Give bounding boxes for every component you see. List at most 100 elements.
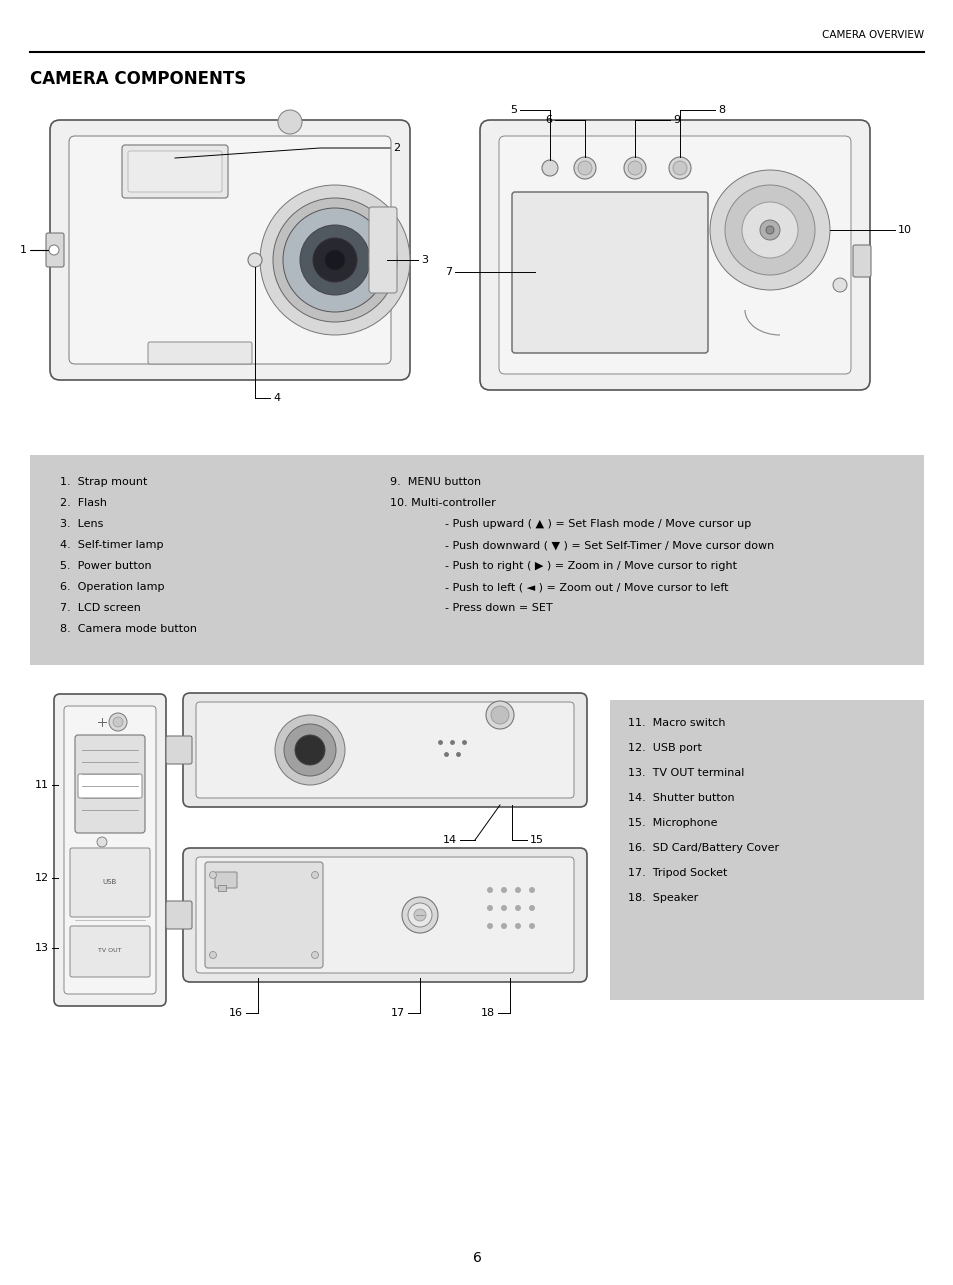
Circle shape <box>210 951 216 959</box>
FancyBboxPatch shape <box>148 342 252 364</box>
FancyBboxPatch shape <box>183 848 586 982</box>
Text: 3.  Lens: 3. Lens <box>60 519 103 529</box>
Circle shape <box>49 245 59 254</box>
Text: 8: 8 <box>718 105 724 114</box>
FancyBboxPatch shape <box>479 120 869 391</box>
FancyBboxPatch shape <box>218 885 226 891</box>
Circle shape <box>515 923 520 929</box>
Circle shape <box>529 887 535 893</box>
Text: 14.  Shutter button: 14. Shutter button <box>627 793 734 803</box>
Circle shape <box>627 161 641 175</box>
Circle shape <box>491 705 509 723</box>
Circle shape <box>299 225 370 296</box>
Text: 11.  Macro switch: 11. Macro switch <box>627 718 724 729</box>
Circle shape <box>485 702 514 729</box>
Circle shape <box>724 185 814 275</box>
Circle shape <box>274 714 345 785</box>
Circle shape <box>277 111 302 134</box>
Circle shape <box>401 897 437 933</box>
Circle shape <box>500 887 506 893</box>
Text: USB: USB <box>103 879 117 885</box>
FancyBboxPatch shape <box>498 136 850 374</box>
Text: 2.  Flash: 2. Flash <box>60 499 107 508</box>
Text: 5: 5 <box>510 105 517 114</box>
Circle shape <box>668 157 690 179</box>
Text: 17.  Tripod Socket: 17. Tripod Socket <box>627 867 726 878</box>
Circle shape <box>112 717 123 727</box>
Circle shape <box>760 220 780 240</box>
Text: 9.  MENU button: 9. MENU button <box>390 477 480 487</box>
Text: - Push upward ( ▲ ) = Set Flash mode / Move cursor up: - Push upward ( ▲ ) = Set Flash mode / M… <box>444 519 750 529</box>
FancyBboxPatch shape <box>64 705 156 995</box>
Text: 4.  Self-timer lamp: 4. Self-timer lamp <box>60 540 163 550</box>
Circle shape <box>260 185 410 335</box>
FancyBboxPatch shape <box>50 120 410 380</box>
Circle shape <box>97 837 107 847</box>
Circle shape <box>515 905 520 911</box>
Text: 13.  TV OUT terminal: 13. TV OUT terminal <box>627 768 743 777</box>
FancyBboxPatch shape <box>166 736 192 765</box>
Text: 6.  Operation lamp: 6. Operation lamp <box>60 582 164 592</box>
Circle shape <box>486 923 493 929</box>
FancyBboxPatch shape <box>166 901 192 929</box>
Text: 1: 1 <box>20 245 27 254</box>
Text: 12.  USB port: 12. USB port <box>627 743 701 753</box>
FancyBboxPatch shape <box>122 145 228 198</box>
Circle shape <box>832 278 846 292</box>
Text: 1.  Strap mount: 1. Strap mount <box>60 477 147 487</box>
Circle shape <box>312 871 318 879</box>
Text: - Press down = SET: - Press down = SET <box>444 603 552 613</box>
Text: 15.  Microphone: 15. Microphone <box>627 819 717 828</box>
Circle shape <box>765 226 773 234</box>
Text: 15: 15 <box>530 835 543 846</box>
Text: - Push to left ( ◄ ) = Zoom out / Move cursor to left: - Push to left ( ◄ ) = Zoom out / Move c… <box>444 582 728 592</box>
Text: 5.  Power button: 5. Power button <box>60 562 152 571</box>
FancyBboxPatch shape <box>46 233 64 267</box>
Circle shape <box>414 908 426 921</box>
Text: 10. Multi-controller: 10. Multi-controller <box>390 499 496 508</box>
Text: 17: 17 <box>391 1007 405 1018</box>
Circle shape <box>741 202 797 258</box>
Text: TV OUT: TV OUT <box>98 948 122 953</box>
Circle shape <box>248 253 262 267</box>
Text: 3: 3 <box>420 254 428 265</box>
Text: 18: 18 <box>480 1007 495 1018</box>
FancyBboxPatch shape <box>75 735 145 833</box>
Text: 11: 11 <box>35 780 49 790</box>
Text: 6: 6 <box>472 1252 481 1264</box>
Circle shape <box>312 951 318 959</box>
Circle shape <box>294 735 325 765</box>
Circle shape <box>529 905 535 911</box>
Text: 4: 4 <box>273 393 280 403</box>
Circle shape <box>273 198 396 323</box>
Text: - Push to right ( ▶ ) = Zoom in / Move cursor to right: - Push to right ( ▶ ) = Zoom in / Move c… <box>444 562 737 571</box>
FancyBboxPatch shape <box>183 693 586 807</box>
Circle shape <box>210 871 216 879</box>
Text: CAMERA OVERVIEW: CAMERA OVERVIEW <box>821 30 923 40</box>
Text: 6: 6 <box>544 114 552 125</box>
Circle shape <box>515 887 520 893</box>
Circle shape <box>486 905 493 911</box>
Text: 16: 16 <box>229 1007 243 1018</box>
Circle shape <box>325 251 345 270</box>
FancyBboxPatch shape <box>70 926 150 977</box>
Text: 14: 14 <box>442 835 456 846</box>
Bar <box>30 455 923 666</box>
FancyBboxPatch shape <box>195 857 574 973</box>
Circle shape <box>313 238 356 281</box>
Circle shape <box>284 723 335 776</box>
FancyBboxPatch shape <box>54 694 166 1006</box>
Circle shape <box>500 905 506 911</box>
Text: 18.  Speaker: 18. Speaker <box>627 893 698 903</box>
Text: 16.  SD Card/Battery Cover: 16. SD Card/Battery Cover <box>627 843 779 853</box>
Text: 7.  LCD screen: 7. LCD screen <box>60 603 141 613</box>
FancyBboxPatch shape <box>852 245 870 278</box>
Circle shape <box>109 713 127 731</box>
FancyBboxPatch shape <box>69 136 391 364</box>
Circle shape <box>408 903 432 926</box>
Text: CAMERA COMPONENTS: CAMERA COMPONENTS <box>30 69 246 87</box>
FancyBboxPatch shape <box>195 702 574 798</box>
Text: 2: 2 <box>393 143 399 153</box>
Circle shape <box>541 161 558 176</box>
FancyBboxPatch shape <box>214 873 236 888</box>
